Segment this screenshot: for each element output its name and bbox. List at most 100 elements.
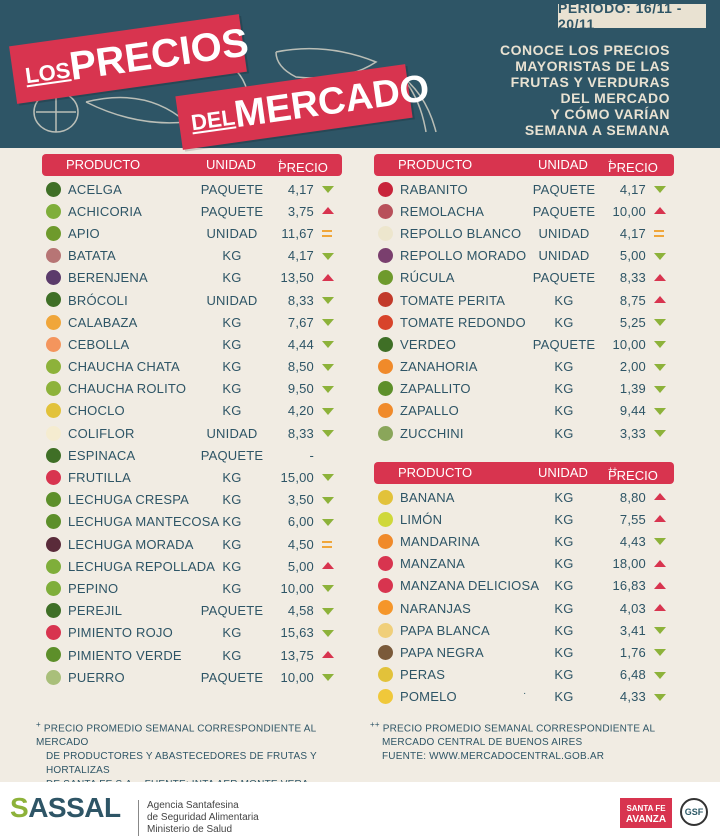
- product-color-dot: [378, 667, 393, 682]
- gsf-logo: GSF: [680, 798, 708, 826]
- product-color-dot: [46, 492, 61, 508]
- trend-down-icon: [322, 672, 336, 682]
- vegetables-table-1: PRODUCTO UNIDAD PRECIO + ACELGA PAQUETE 4,1…: [42, 154, 342, 688]
- product-name: TOMATE REDONDO: [400, 314, 526, 330]
- product-price: 5,25: [619, 314, 646, 330]
- trend-up-icon: [654, 581, 668, 591]
- product-color-dot: [46, 381, 61, 397]
- product-name: BERENJENA: [68, 270, 148, 286]
- product-price: 3,41: [619, 622, 646, 638]
- product-color-dot: [46, 536, 61, 552]
- product-unit: KG: [554, 314, 574, 330]
- product-unit: PAQUETE: [200, 603, 264, 619]
- product-unit: PAQUETE: [200, 669, 264, 685]
- trend-down-icon: [322, 184, 336, 194]
- product-price: 4,17: [287, 248, 314, 264]
- product-name: VERDEO: [400, 336, 457, 352]
- table-row: PEPINO KG 10,00: [42, 577, 342, 599]
- product-price: 4,58: [287, 603, 314, 619]
- product-color-dot: [46, 514, 61, 530]
- product-name: MANZANA: [400, 556, 465, 572]
- product-unit: KG: [554, 667, 574, 683]
- trend-up-icon: [322, 561, 336, 571]
- product-unit: KG: [554, 359, 574, 375]
- table-row: PAPA BLANCA KG 3,41: [374, 619, 674, 641]
- product-unit: UNIDAD: [206, 225, 258, 241]
- fruits-table: PRODUCTO UNIDAD PRECIO ++ BANANA KG 8,80 LIM…: [374, 462, 674, 708]
- product-unit: PAQUETE: [200, 447, 264, 463]
- trend-down-icon: [322, 295, 336, 305]
- product-price: 5,00: [287, 558, 314, 574]
- product-name: ACHICORIA: [68, 203, 143, 219]
- product-unit: KG: [554, 511, 574, 527]
- subtitle: CONOCE LOS PRECIOS MAYORISTAS DE LAS FRU…: [499, 42, 670, 138]
- product-color-dot: [46, 181, 61, 197]
- product-unit: KG: [554, 292, 574, 308]
- product-name: LECHUGA CRESPA: [68, 492, 190, 508]
- trend-down-icon: [322, 583, 336, 593]
- product-name: ACELGA: [68, 181, 122, 197]
- product-unit: KG: [554, 533, 574, 549]
- product-unit: KG: [222, 536, 242, 552]
- table-row: PUERRO PAQUETE 10,00: [42, 666, 342, 688]
- footer: SASSAL Agencia Santafesina de Seguridad …: [0, 782, 720, 840]
- product-name: PEPINO: [68, 580, 119, 596]
- product-color-dot: [378, 225, 393, 241]
- table-row: REMOLACHA PAQUETE 10,00: [374, 200, 674, 222]
- table-row: MANDARINA KG 4,43: [374, 530, 674, 552]
- product-color-dot: [46, 558, 61, 574]
- product-unit: KG: [554, 403, 574, 419]
- product-unit: UNIDAD: [538, 225, 590, 241]
- trend-up-icon: [654, 492, 668, 502]
- period-badge: PERIODO: 16/11 - 20/11: [558, 0, 706, 32]
- table-row: CEBOLLA KG 4,44: [42, 333, 342, 355]
- table-row: LECHUGA MANTECOSA KG 6,00: [42, 511, 342, 533]
- product-name: PEREJIL: [68, 603, 123, 619]
- product-price: 8,33: [287, 425, 314, 441]
- product-price: 4,20: [287, 403, 314, 419]
- product-name: NARANJAS: [400, 600, 471, 616]
- product-unit: KG: [222, 381, 242, 397]
- product-name: CHOCLO: [68, 403, 125, 419]
- product-price: 6,48: [619, 667, 646, 683]
- trend-up-icon: [322, 273, 336, 283]
- table-row: BRÓCOLI UNIDAD 8,33: [42, 289, 342, 311]
- product-color-dot: [46, 425, 61, 441]
- trend-up-icon: [654, 559, 668, 569]
- product-name: BANANA: [400, 489, 455, 505]
- trend-down-icon: [322, 251, 336, 261]
- trend-down-icon: [654, 362, 668, 372]
- product-unit: KG: [554, 622, 574, 638]
- trend-down-icon: [322, 472, 336, 482]
- trend-up-icon: [322, 650, 336, 660]
- table-row: ESPINACA PAQUETE -: [42, 444, 342, 466]
- product-unit: UNIDAD: [538, 248, 590, 264]
- trend-down-icon: [654, 670, 668, 680]
- product-name: POMELO: [400, 689, 457, 705]
- product-color-dot: [46, 647, 61, 663]
- trend-down-icon: [654, 536, 668, 546]
- product-price: 3,75: [287, 203, 314, 219]
- table-row: APIO UNIDAD 11,67: [42, 222, 342, 244]
- table-row: PIMIENTO ROJO KG 15,63: [42, 622, 342, 644]
- trend-up-icon: [654, 514, 668, 524]
- product-price: 15,63: [280, 625, 314, 641]
- product-color-dot: [378, 292, 393, 308]
- product-unit: KG: [554, 689, 574, 705]
- product-unit: UNIDAD: [206, 425, 258, 441]
- product-name: REPOLLO MORADO: [400, 248, 527, 264]
- table-row: BANANA KG 8,80: [374, 486, 674, 508]
- product-price: 10,00: [612, 336, 646, 352]
- trend-down-icon: [322, 428, 336, 438]
- product-price: 10,00: [612, 203, 646, 219]
- product-price: 15,00: [280, 470, 314, 486]
- product-unit: KG: [554, 425, 574, 441]
- stray-mark: ·: [523, 688, 527, 699]
- table-row: RÚCULA PAQUETE 8,33: [374, 267, 674, 289]
- product-color-dot: [378, 359, 393, 374]
- product-unit: KG: [554, 600, 574, 616]
- product-color-dot: [46, 403, 61, 419]
- trend-down-icon: [654, 647, 668, 657]
- product-price: 4,43: [619, 533, 646, 549]
- trend-equal-icon: [322, 539, 336, 549]
